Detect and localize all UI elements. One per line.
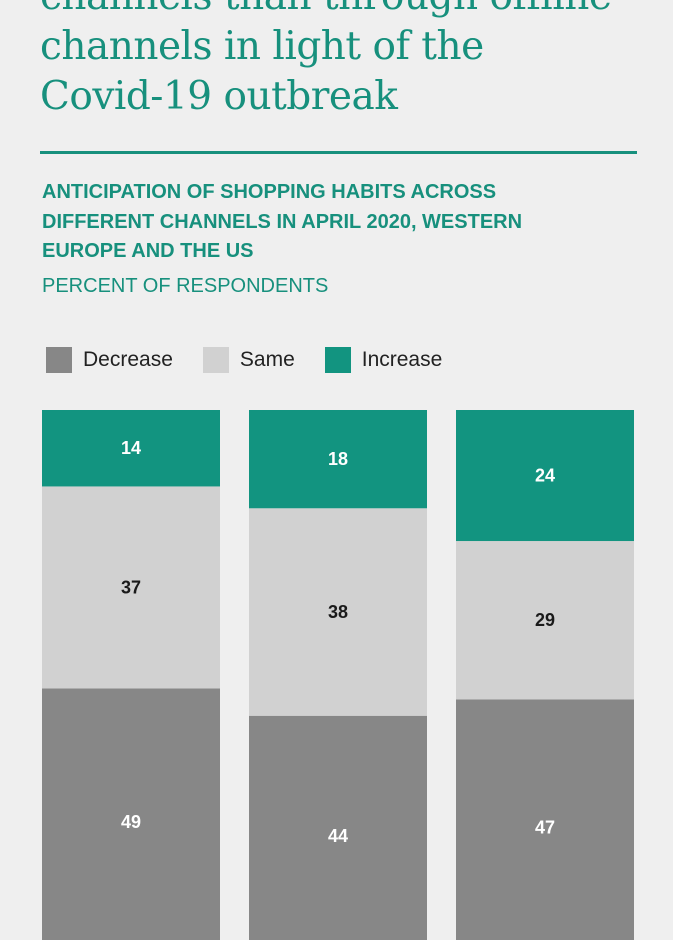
- data-label-decrease-3: 47: [535, 818, 555, 838]
- title-line: channels in light of the: [40, 24, 484, 69]
- legend-swatch-increase: [324, 347, 351, 373]
- bar-segment-decrease-2: [249, 715, 427, 940]
- data-label-same-3: 29: [535, 610, 555, 630]
- subtitle-line: DIFFERENT CHANNELS IN APRIL 2020, WESTER…: [42, 210, 523, 233]
- legend-item-decrease: Decrease: [46, 347, 173, 373]
- title-line: Covid-19 outbreak: [40, 74, 398, 119]
- legend-swatch-decrease: [46, 347, 72, 373]
- subtitle-line: ANTICIPATION OF SHOPPING HABITS ACROSS: [42, 181, 497, 203]
- legend-item-same: Same: [202, 347, 295, 373]
- legend-label-same: Same: [239, 348, 295, 371]
- bar-segment-increase-1: [42, 410, 220, 487]
- legend-swatch-same: [202, 347, 229, 373]
- data-label-same-1: 37: [121, 577, 141, 597]
- legend-item-increase: Increase: [324, 347, 443, 373]
- bar-segment-same-3: [456, 541, 634, 700]
- chart-title: channels than through offline channels i…: [40, 0, 650, 122]
- data-label-increase-3: 24: [535, 466, 555, 486]
- bar-segment-increase-2: [249, 410, 427, 509]
- legend-label-increase: Increase: [361, 348, 443, 371]
- units-label: PERCENT OF RESPONDENTS: [42, 275, 329, 297]
- subtitle-line: EUROPE AND THE US: [42, 240, 254, 262]
- data-label-increase-1: 14: [121, 438, 141, 458]
- bar-segment-same-1: [42, 486, 220, 689]
- data-label-decrease-2: 44: [328, 826, 348, 846]
- bar-segment-decrease-1: [42, 688, 220, 940]
- bar-segment-decrease-3: [456, 699, 634, 940]
- data-label-decrease-1: 49: [121, 812, 141, 832]
- title-divider: [40, 151, 637, 154]
- chart-subtitle: ANTICIPATION OF SHOPPING HABITS ACROSS D…: [42, 178, 642, 267]
- bar-segment-same-2: [249, 508, 427, 716]
- title-line: channels than through offline: [40, 0, 650, 22]
- legend: Decrease Same Increase: [46, 347, 472, 373]
- data-label-same-2: 38: [328, 602, 348, 622]
- bar-segment-increase-3: [456, 410, 634, 542]
- legend-label-decrease: Decrease: [83, 348, 173, 371]
- data-label-increase-2: 18: [328, 449, 348, 469]
